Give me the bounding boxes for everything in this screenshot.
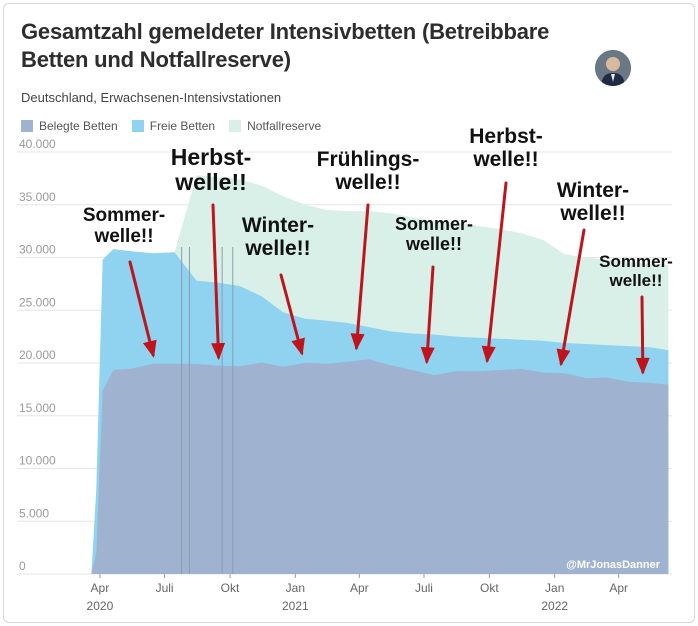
annotation-arrow-head bbox=[635, 357, 650, 375]
y-tick-label: 10.000 bbox=[19, 454, 56, 468]
annotation-arrow-shaft bbox=[354, 203, 370, 350]
annotation-arrow-head bbox=[556, 348, 571, 367]
x-tick-year-label: 2022 bbox=[541, 599, 568, 613]
x-tick-label: Jan bbox=[545, 581, 564, 595]
x-tick-label: Jan bbox=[286, 581, 305, 595]
y-tick-label: 25.000 bbox=[19, 295, 56, 309]
y-tick-label: 35.000 bbox=[19, 190, 56, 204]
annotation-arrow-shaft bbox=[128, 260, 155, 357]
y-tick-label: 15.000 bbox=[19, 401, 56, 415]
legend-label-belegte: Belegte Betten bbox=[39, 119, 118, 133]
annotation-text: welle!! bbox=[334, 171, 400, 194]
chart-subtitle: Deutschland, Erwachsenen-Intensivstation… bbox=[21, 90, 282, 105]
legend-item-notfall: Notfallreserve bbox=[229, 119, 321, 133]
x-tick-label: Apr bbox=[350, 581, 369, 595]
x-tick-label: Okt bbox=[480, 581, 499, 595]
annotation-text: Herbst- bbox=[469, 125, 543, 148]
annotation-text: welle!! bbox=[93, 226, 153, 247]
avatar-image bbox=[595, 50, 631, 86]
x-tick-label: Okt bbox=[221, 581, 240, 595]
x-tick-label: Apr bbox=[609, 581, 628, 595]
annotation-text: Herbst- bbox=[171, 144, 252, 170]
annotation-text: welle!! bbox=[174, 169, 247, 195]
annotation-text: Frühlings- bbox=[317, 148, 420, 171]
chart-legend: Belegte Betten Freie Betten Notfallreser… bbox=[21, 119, 335, 133]
legend-label-notfall: Notfallreserve bbox=[247, 119, 322, 133]
annotation-text: welle!! bbox=[244, 237, 310, 260]
annotation-arrow-head bbox=[211, 342, 226, 361]
annotation-arrow-head bbox=[291, 337, 305, 356]
legend-item-belegte: Belegte Betten bbox=[21, 119, 118, 133]
x-tick-label: Juli bbox=[415, 581, 433, 595]
legend-swatch-freie bbox=[131, 120, 144, 132]
axis-layer: 0 5.000 10.000 15.000 20.000 25.000 30.000 35.0… bbox=[19, 137, 628, 613]
annotation-arrow-shaft bbox=[425, 265, 435, 363]
annotation-arrow-head bbox=[481, 345, 496, 364]
area-layer bbox=[91, 175, 669, 574]
annotation-text: welle!! bbox=[609, 271, 663, 290]
annotation-arrow-head bbox=[350, 333, 365, 351]
y-tick-label: 30.000 bbox=[19, 243, 56, 257]
annotation-layer: Sommer-welle!!Herbst-welle!!Winter-welle… bbox=[83, 125, 673, 375]
legend-item-freie: Freie Betten bbox=[131, 119, 216, 133]
legend-swatch-notfall bbox=[229, 120, 242, 132]
x-tick-year-label: 2020 bbox=[87, 599, 114, 613]
y-tick-label: 5.000 bbox=[19, 506, 49, 520]
annotation-arrow-shaft bbox=[485, 181, 508, 362]
y-tick-label: 0 bbox=[19, 559, 26, 573]
y-tick-label: 20.000 bbox=[19, 348, 56, 362]
vertical-lines-layer bbox=[181, 246, 234, 574]
watermark-text: @MrJonasDanner bbox=[566, 559, 661, 571]
annotation-arrow-head bbox=[420, 346, 435, 365]
area-belegte-betten bbox=[91, 359, 669, 574]
x-tick-label: Juli bbox=[156, 581, 174, 595]
annotation-text: Winter- bbox=[242, 214, 314, 237]
y-tick-label: 40.000 bbox=[19, 137, 56, 151]
annotation-text: welle!! bbox=[559, 202, 625, 225]
x-tick-label: Apr bbox=[91, 581, 110, 595]
author-avatar bbox=[595, 50, 631, 86]
x-tick-year-label: 2021 bbox=[282, 599, 309, 613]
annotation-arrow-shaft bbox=[211, 203, 221, 359]
annotation-text: Sommer- bbox=[395, 214, 473, 234]
annotation-text: welle!! bbox=[405, 234, 462, 254]
legend-label-freie: Freie Betten bbox=[149, 119, 216, 133]
annotation-arrow-head bbox=[143, 339, 157, 358]
annotation-text: Sommer- bbox=[83, 205, 165, 226]
chart-title: Gesamtzahl gemeldeter Intensivbetten (Be… bbox=[21, 19, 550, 72]
legend-swatch-belegte bbox=[21, 120, 33, 132]
annotation-text: Winter- bbox=[557, 179, 629, 202]
annotation-text: Sommer- bbox=[599, 252, 673, 271]
annotation-arrow-shaft bbox=[559, 228, 586, 365]
annotation-text: welle!! bbox=[472, 148, 538, 171]
